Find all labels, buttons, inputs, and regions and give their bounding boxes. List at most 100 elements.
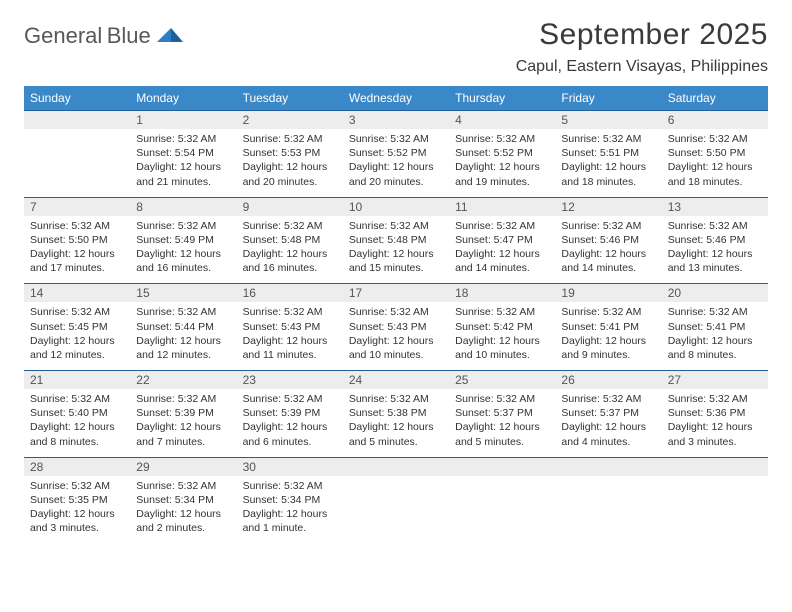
- detail-row: Sunrise: 5:32 AMSunset: 5:54 PMDaylight:…: [24, 129, 768, 197]
- day-number: 2: [237, 111, 343, 130]
- day-day2: and 18 minutes.: [561, 175, 655, 189]
- day-sunset: Sunset: 5:34 PM: [136, 493, 230, 507]
- day-day1: Daylight: 12 hours: [561, 247, 655, 261]
- page-title: September 2025: [516, 18, 768, 52]
- day-day2: and 3 minutes.: [668, 435, 762, 449]
- day-day1: Daylight: 12 hours: [30, 420, 124, 434]
- day-day1: Daylight: 12 hours: [243, 334, 337, 348]
- day-cell: Sunrise: 5:32 AMSunset: 5:50 PMDaylight:…: [662, 129, 768, 197]
- day-sunset: Sunset: 5:49 PM: [136, 233, 230, 247]
- day-sunset: Sunset: 5:36 PM: [668, 406, 762, 420]
- detail-row: Sunrise: 5:32 AMSunset: 5:50 PMDaylight:…: [24, 216, 768, 284]
- day-number: 1: [130, 111, 236, 130]
- day-day1: Daylight: 12 hours: [455, 420, 549, 434]
- day-day2: and 3 minutes.: [30, 521, 124, 535]
- logo-text-block: General Blue: [24, 25, 151, 48]
- day-cell: Sunrise: 5:32 AMSunset: 5:45 PMDaylight:…: [24, 302, 130, 370]
- day-sunrise: Sunrise: 5:32 AM: [668, 305, 762, 319]
- day-number: 17: [343, 284, 449, 303]
- day-sunset: Sunset: 5:34 PM: [243, 493, 337, 507]
- day-day2: and 18 minutes.: [668, 175, 762, 189]
- day-number: 18: [449, 284, 555, 303]
- day-day1: Daylight: 12 hours: [243, 420, 337, 434]
- day-sunrise: Sunrise: 5:32 AM: [455, 132, 549, 146]
- day-sunrise: Sunrise: 5:32 AM: [561, 305, 655, 319]
- day-number: [343, 457, 449, 476]
- day-day1: Daylight: 12 hours: [561, 334, 655, 348]
- day-number: 3: [343, 111, 449, 130]
- day-day1: Daylight: 12 hours: [561, 420, 655, 434]
- day-cell: Sunrise: 5:32 AMSunset: 5:38 PMDaylight:…: [343, 389, 449, 457]
- day-sunrise: Sunrise: 5:32 AM: [668, 219, 762, 233]
- day-sunset: Sunset: 5:52 PM: [455, 146, 549, 160]
- day-sunrise: Sunrise: 5:32 AM: [243, 305, 337, 319]
- day-cell: Sunrise: 5:32 AMSunset: 5:50 PMDaylight:…: [24, 216, 130, 284]
- day-day1: Daylight: 12 hours: [243, 507, 337, 521]
- detail-row: Sunrise: 5:32 AMSunset: 5:35 PMDaylight:…: [24, 476, 768, 544]
- day-day2: and 16 minutes.: [243, 261, 337, 275]
- day-number: 14: [24, 284, 130, 303]
- day-day1: Daylight: 12 hours: [136, 247, 230, 261]
- day-cell: Sunrise: 5:32 AMSunset: 5:46 PMDaylight:…: [662, 216, 768, 284]
- weekday-saturday: Saturday: [662, 86, 768, 111]
- day-sunset: Sunset: 5:41 PM: [668, 320, 762, 334]
- calendar-table: Sunday Monday Tuesday Wednesday Thursday…: [24, 86, 768, 543]
- location-label: Capul, Eastern Visayas, Philippines: [516, 58, 768, 76]
- logo-icon: [157, 24, 185, 49]
- day-day2: and 16 minutes.: [136, 261, 230, 275]
- logo-word2: Blue: [107, 23, 151, 48]
- day-day1: Daylight: 12 hours: [136, 420, 230, 434]
- day-sunset: Sunset: 5:45 PM: [30, 320, 124, 334]
- day-cell: Sunrise: 5:32 AMSunset: 5:41 PMDaylight:…: [662, 302, 768, 370]
- day-number: 26: [555, 371, 661, 390]
- day-day2: and 17 minutes.: [30, 261, 124, 275]
- day-day2: and 2 minutes.: [136, 521, 230, 535]
- day-sunrise: Sunrise: 5:32 AM: [349, 392, 443, 406]
- day-cell: Sunrise: 5:32 AMSunset: 5:43 PMDaylight:…: [237, 302, 343, 370]
- day-day2: and 11 minutes.: [243, 348, 337, 362]
- day-day1: Daylight: 12 hours: [349, 160, 443, 174]
- day-cell: [449, 476, 555, 544]
- day-cell: Sunrise: 5:32 AMSunset: 5:37 PMDaylight:…: [555, 389, 661, 457]
- day-day2: and 7 minutes.: [136, 435, 230, 449]
- day-cell: Sunrise: 5:32 AMSunset: 5:35 PMDaylight:…: [24, 476, 130, 544]
- day-sunrise: Sunrise: 5:32 AM: [668, 132, 762, 146]
- day-day2: and 5 minutes.: [455, 435, 549, 449]
- day-cell: [555, 476, 661, 544]
- day-day2: and 13 minutes.: [668, 261, 762, 275]
- day-day2: and 4 minutes.: [561, 435, 655, 449]
- day-sunset: Sunset: 5:43 PM: [243, 320, 337, 334]
- day-number: 11: [449, 197, 555, 216]
- day-cell: Sunrise: 5:32 AMSunset: 5:53 PMDaylight:…: [237, 129, 343, 197]
- day-cell: Sunrise: 5:32 AMSunset: 5:40 PMDaylight:…: [24, 389, 130, 457]
- daynum-row: 78910111213: [24, 197, 768, 216]
- day-day1: Daylight: 12 hours: [349, 247, 443, 261]
- daynum-row: 123456: [24, 111, 768, 130]
- day-cell: Sunrise: 5:32 AMSunset: 5:34 PMDaylight:…: [130, 476, 236, 544]
- day-sunrise: Sunrise: 5:32 AM: [30, 219, 124, 233]
- day-cell: Sunrise: 5:32 AMSunset: 5:34 PMDaylight:…: [237, 476, 343, 544]
- day-number: 19: [555, 284, 661, 303]
- day-number: 25: [449, 371, 555, 390]
- day-sunrise: Sunrise: 5:32 AM: [349, 132, 443, 146]
- day-sunset: Sunset: 5:35 PM: [30, 493, 124, 507]
- day-cell: Sunrise: 5:32 AMSunset: 5:51 PMDaylight:…: [555, 129, 661, 197]
- day-day2: and 8 minutes.: [30, 435, 124, 449]
- day-day2: and 12 minutes.: [30, 348, 124, 362]
- day-sunrise: Sunrise: 5:32 AM: [455, 305, 549, 319]
- day-sunset: Sunset: 5:47 PM: [455, 233, 549, 247]
- day-number: 27: [662, 371, 768, 390]
- daynum-row: 14151617181920: [24, 284, 768, 303]
- weekday-thursday: Thursday: [449, 86, 555, 111]
- day-day1: Daylight: 12 hours: [455, 160, 549, 174]
- day-number: 29: [130, 457, 236, 476]
- day-day1: Daylight: 12 hours: [136, 160, 230, 174]
- day-sunrise: Sunrise: 5:32 AM: [30, 479, 124, 493]
- day-sunrise: Sunrise: 5:32 AM: [30, 305, 124, 319]
- day-day1: Daylight: 12 hours: [30, 507, 124, 521]
- day-sunrise: Sunrise: 5:32 AM: [349, 219, 443, 233]
- day-day2: and 19 minutes.: [455, 175, 549, 189]
- day-day2: and 15 minutes.: [349, 261, 443, 275]
- day-sunset: Sunset: 5:46 PM: [668, 233, 762, 247]
- page: General Blue September 2025 Capul, Easte…: [0, 0, 792, 543]
